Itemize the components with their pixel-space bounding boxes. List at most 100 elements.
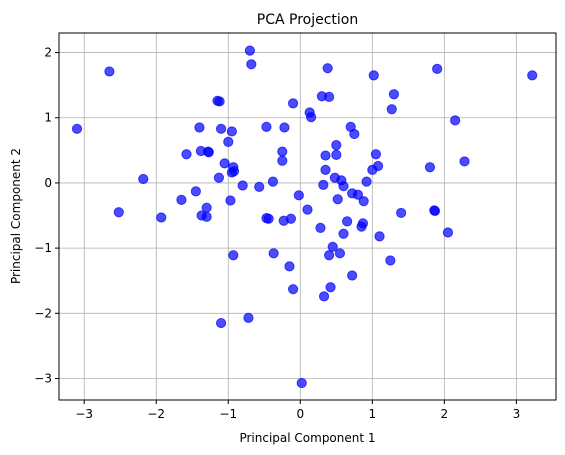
scatter-point <box>113 207 124 218</box>
scatter-point <box>219 158 230 169</box>
scatter-point <box>263 213 274 224</box>
scatter-point <box>285 213 297 224</box>
scatter-point <box>244 45 255 56</box>
scatter-point <box>315 222 326 234</box>
scatter-point <box>268 248 279 259</box>
scatter-point <box>442 227 454 238</box>
scatter-point <box>386 104 397 115</box>
scatter-point <box>325 282 336 293</box>
scatter-point <box>176 194 187 205</box>
x-ticks: −3 −2 −1 0 1 2 3 <box>75 400 520 421</box>
scatter-point <box>156 212 167 223</box>
scatter-point <box>287 284 299 295</box>
x-tick-label: 1 <box>369 407 377 421</box>
scatter-point <box>302 204 313 215</box>
chart-title: PCA Projection <box>257 12 358 28</box>
scatter-point <box>342 216 353 227</box>
scatter-point <box>296 377 307 389</box>
scatter-point <box>368 70 379 81</box>
scatter-point <box>201 202 212 213</box>
scatter-point <box>277 155 288 166</box>
scatter-point <box>324 250 335 261</box>
scatter-point <box>225 195 236 206</box>
scatter-point <box>370 149 382 160</box>
scatter-point <box>332 194 343 205</box>
scatter-point <box>138 173 149 185</box>
scatter-point <box>324 91 335 102</box>
x-tick-label: 2 <box>441 407 449 421</box>
y-tick-label: 0 <box>44 176 52 190</box>
x-tick-label: −2 <box>147 407 165 421</box>
scatter-point <box>338 228 349 239</box>
x-tick-label: −1 <box>219 407 237 421</box>
scatter-point <box>246 59 257 70</box>
scatter-point <box>228 250 239 261</box>
data-points <box>71 45 538 389</box>
scatter-point <box>327 241 338 252</box>
scatter-point <box>424 162 436 173</box>
scatter-point <box>215 123 227 134</box>
scatter-point <box>347 270 358 281</box>
scatter-point <box>284 261 295 272</box>
scatter-point <box>71 123 83 134</box>
x-tick-label: −3 <box>75 407 93 421</box>
scatter-point <box>374 231 385 242</box>
x-tick-label: 3 <box>513 407 521 421</box>
scatter-point <box>226 126 237 137</box>
scatter-point <box>450 115 461 126</box>
scatter-point <box>318 179 329 190</box>
scatter-point <box>104 66 115 77</box>
grid-lines <box>59 33 556 400</box>
axes-frame <box>58 32 557 401</box>
scatter-point <box>279 122 290 133</box>
scatter-point <box>358 196 369 207</box>
scatter-point <box>203 147 214 158</box>
scatter-point <box>201 211 212 222</box>
scatter-point <box>385 255 396 266</box>
scatter-point <box>306 111 317 123</box>
scatter-point <box>320 164 331 175</box>
scatter-point <box>396 207 407 219</box>
scatter-point <box>527 70 538 81</box>
scatter-point <box>293 190 304 201</box>
x-axis-label: Principal Component 1 <box>239 431 375 445</box>
scatter-point <box>243 312 254 323</box>
scatter-point <box>357 218 369 229</box>
scatter-point <box>459 156 470 167</box>
scatter-point <box>267 176 279 187</box>
scatter-point <box>194 122 205 133</box>
scatter-point <box>338 181 349 192</box>
scatter-point <box>388 89 400 100</box>
scatter-point <box>432 63 443 74</box>
scatter-point <box>228 166 240 177</box>
scatter-point <box>254 181 265 192</box>
scatter-point <box>331 140 342 151</box>
y-ticks: −3 −2 −1 0 1 2 <box>34 46 59 385</box>
scatter-point <box>429 205 441 217</box>
scatter-point <box>261 121 272 132</box>
scatter-point <box>352 189 364 200</box>
y-tick-label: −1 <box>34 241 52 255</box>
scatter-point <box>277 146 288 157</box>
scatter-point <box>331 149 342 160</box>
y-tick-label: 1 <box>44 111 52 125</box>
scatter-point <box>322 63 333 74</box>
scatter-point <box>213 172 225 183</box>
x-tick-label: 0 <box>296 407 304 421</box>
scatter-point <box>349 128 360 140</box>
scatter-point <box>361 176 372 187</box>
scatter-point <box>190 186 201 197</box>
scatter-point <box>372 160 384 172</box>
scatter-point <box>223 136 234 147</box>
y-tick-label: 2 <box>44 46 52 60</box>
scatter-point <box>320 150 331 161</box>
y-axis-label: Principal Component 2 <box>9 148 23 284</box>
plot-frame <box>58 32 557 401</box>
scatter-point <box>318 291 330 302</box>
y-tick-label: −3 <box>34 371 52 385</box>
scatter-point <box>215 317 227 329</box>
scatter-point <box>237 180 248 191</box>
scatter-point <box>214 96 225 107</box>
